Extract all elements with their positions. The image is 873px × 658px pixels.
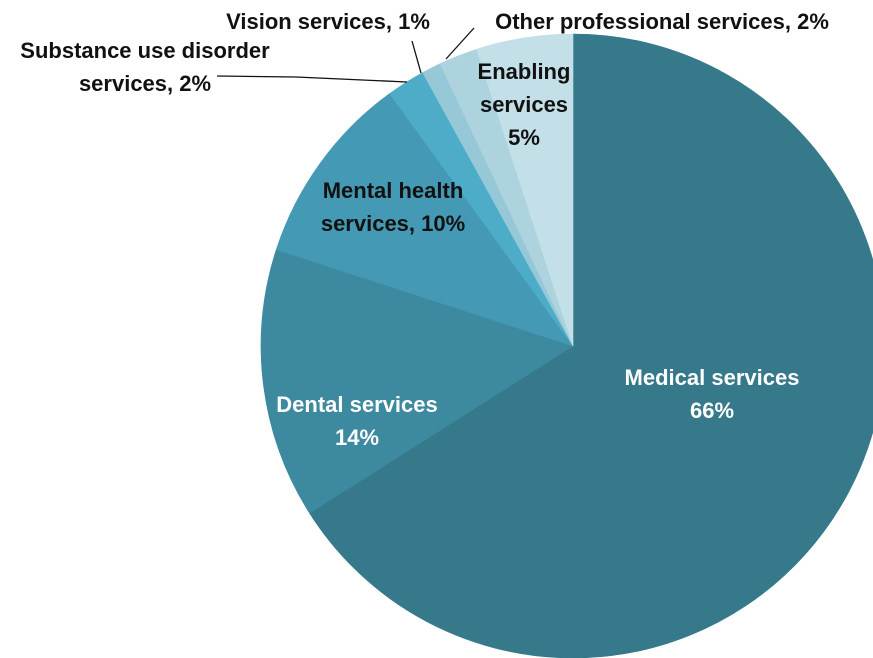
leader-lines — [216, 27, 475, 83]
leader-line-other-professional — [445, 27, 475, 60]
data-label-enabling-services: services — [480, 92, 568, 117]
data-label-dental-services: Dental services — [276, 392, 437, 417]
data-label-medical-services: Medical services — [625, 365, 800, 390]
pie-slice-enabling-services — [476, 33, 574, 347]
data-label-enabling-value: 5% — [508, 125, 540, 150]
leader-line-vision — [411, 40, 422, 74]
pie-slice-medical-services — [309, 33, 873, 658]
data-label-substance-use: Substance use disorder — [20, 38, 270, 63]
data-label-mental-health: Mental health — [323, 178, 464, 203]
data-label-medical-services-value: 66% — [690, 398, 734, 423]
data-label-mental-health-value: services, 10% — [321, 211, 465, 236]
data-label-other-professional: Other professional services, 2% — [495, 9, 829, 34]
data-label-dental-services-value: 14% — [335, 425, 379, 450]
pie-slices — [260, 33, 873, 658]
pie-slice-dental-services — [260, 249, 574, 514]
leader-line-substance-use — [216, 75, 408, 83]
data-label-vision-services: Vision services, 1% — [226, 9, 430, 34]
pie-slice-mental-health-services — [275, 93, 574, 347]
data-label-enabling: Enabling — [478, 59, 571, 84]
slice-labels: Medical services 66% Dental services 14%… — [20, 9, 829, 450]
data-label-substance-use-value: services, 2% — [79, 71, 211, 96]
